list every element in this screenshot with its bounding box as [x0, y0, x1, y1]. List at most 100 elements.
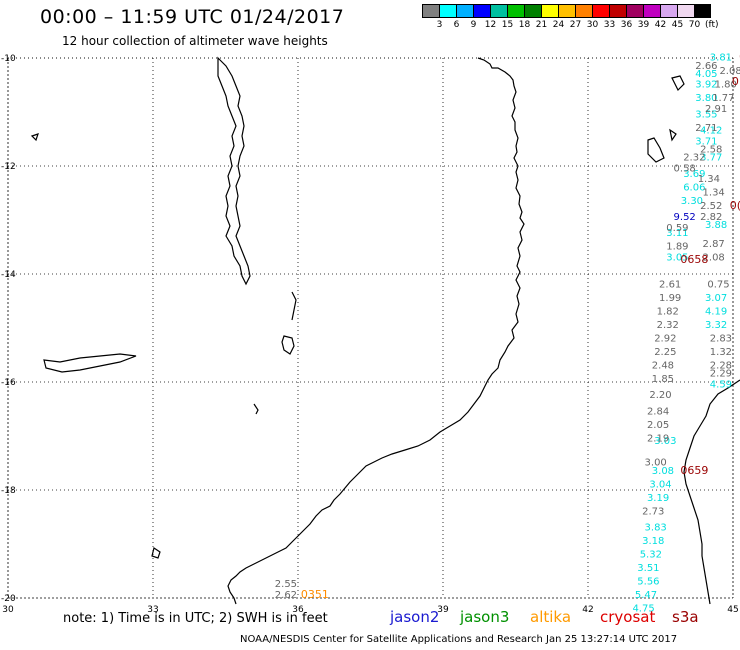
wave-height-label: 3.83	[645, 523, 667, 534]
wave-height-label: 1.99	[659, 293, 681, 304]
color-swatch	[575, 4, 592, 18]
color-swatch	[660, 4, 677, 18]
small-island	[253, 403, 259, 415]
color-swatch	[541, 4, 558, 18]
color-swatch	[490, 4, 507, 18]
wave-height-label: 2.32	[683, 153, 705, 164]
color-swatch	[643, 4, 660, 18]
wave-height-label: 6.06	[683, 182, 705, 193]
wave-height-label: 2.87	[703, 239, 725, 250]
wave-height-label: 2.66	[695, 61, 717, 72]
comoros-island	[647, 137, 665, 163]
wave-height-label: 4.75	[632, 604, 654, 615]
wave-height-labels: 3.81 4.053.92 3.80 3.55 4.123.71 3.77 3.69 6.06…	[275, 51, 740, 615]
satellite-legend-jason3: jason3	[460, 608, 510, 626]
wave-height-label: 1.32	[710, 347, 732, 358]
wave-height-label: 1.34	[698, 174, 720, 185]
axis-tick-labels: 30 33 36 39 42 45 -10 -12 -14 -16 -18 -20	[1, 54, 739, 615]
lon-tick-label: 45	[727, 605, 738, 615]
lat-tick-label: -14	[1, 270, 16, 280]
wave-height-label: 3.71	[695, 136, 717, 147]
wave-height-label: 2.91	[705, 104, 727, 115]
wave-height-label: 4.05	[695, 69, 717, 80]
lon-tick-label: 33	[147, 605, 158, 615]
wave-height-label: 3.88	[705, 220, 727, 231]
wave-height-label: 0.75	[707, 280, 729, 291]
wave-height-label: 3.51	[637, 563, 659, 574]
wave-height-label: 1.77	[712, 93, 734, 104]
wave-height-label: 3.05	[666, 253, 688, 264]
lake-chilwa-outline	[281, 335, 295, 355]
wave-height-label: 1.82	[657, 307, 679, 318]
lat-tick-label: -10	[1, 54, 16, 64]
lat-lon-grid	[7, 57, 734, 599]
color-swatch	[524, 4, 541, 18]
coastline	[30, 56, 740, 605]
wave-height-label: 5.56	[637, 577, 659, 588]
lon-tick-label: 30	[2, 605, 14, 615]
color-scale-label: 24	[552, 20, 565, 30]
wave-height-label: 2.71	[695, 123, 717, 134]
satellite-legend-s3a: s3a	[672, 608, 699, 626]
wave-height-label: 3.19	[647, 493, 669, 504]
wave-height-label: 0.58	[674, 163, 696, 174]
wave-height-label: 3.30	[681, 196, 703, 207]
color-scale-label: 6	[453, 20, 460, 30]
color-swatch	[473, 4, 490, 18]
wave-height-label: 2.92	[654, 334, 676, 345]
lake-outline-west	[43, 353, 137, 373]
map-frame	[7, 57, 734, 599]
wave-height-label: 1.89	[666, 242, 688, 253]
color-scale-unit: (ft)	[705, 20, 719, 30]
lake-malawi-outline	[217, 56, 251, 286]
wave-height-label: 1.34	[703, 188, 725, 199]
color-scale-label: 39	[637, 20, 650, 30]
wave-height-label: 2.58	[700, 145, 722, 156]
wave-height-label: 3.69	[683, 169, 705, 180]
wave-height-label: 5.32	[640, 550, 662, 561]
color-swatch	[422, 4, 439, 18]
wave-height-label: 3.55	[695, 109, 717, 120]
satellite-legend-cryosat: cryosat	[600, 608, 656, 626]
color-scale-label: 18	[518, 20, 531, 30]
credit-line: NOAA/NESDIS Center for Satellite Applica…	[240, 634, 678, 645]
pass-time-label: 0658	[680, 253, 708, 266]
color-scale-label: 9	[470, 20, 477, 30]
color-swatch	[439, 4, 456, 18]
wave-height-label: 3.80	[695, 93, 717, 104]
wave-height-label: 2.19	[647, 433, 669, 444]
wave-height-label: 2.52	[700, 201, 722, 212]
madagascar-coastline	[683, 379, 740, 605]
color-swatch	[694, 4, 711, 18]
satellite-legend-jason2: jason2	[390, 608, 440, 626]
lat-tick-label: -16	[1, 378, 16, 388]
wave-height-label: 2.08	[719, 66, 740, 77]
color-swatch	[456, 4, 473, 18]
wave-height-label: 2.55	[275, 579, 297, 590]
color-scale-label: 3	[436, 20, 443, 30]
wave-height-label: 2.20	[649, 390, 671, 401]
color-scale-labels: 3 6 9 12 15 18 21 24 27 30 33 36 39 42 45 70 (ft)	[422, 20, 719, 30]
wave-height-label: 2.83	[710, 334, 732, 345]
color-scale-label: 33	[603, 20, 616, 30]
color-scale-label: 12	[484, 20, 497, 30]
color-scale-swatches	[422, 4, 719, 18]
wave-height-label: 3.81	[710, 53, 732, 64]
mayotte-island	[669, 128, 677, 142]
color-scale-label: 21	[535, 20, 548, 30]
wave-height-label: 3.18	[642, 536, 664, 547]
wave-height-label: 3.92	[695, 80, 717, 91]
river-segment	[291, 291, 297, 321]
wave-height-color-scale: 3 6 9 12 15 18 21 24 27 30 33 36 39 42 45 70 (ft)	[422, 4, 719, 30]
pass-time-label: 0659	[680, 464, 708, 477]
small-mark	[30, 133, 39, 142]
wave-height-label: 3.11	[666, 228, 688, 239]
wave-height-label: 2.05	[647, 420, 669, 431]
lon-tick-label: 39	[437, 605, 449, 615]
wave-height-label: 2.62	[275, 590, 297, 601]
wave-height-label: 2.08	[703, 253, 725, 264]
color-swatch	[507, 4, 524, 18]
wave-height-label: 9.52	[674, 212, 696, 223]
wave-height-label: 1.85	[652, 374, 674, 385]
